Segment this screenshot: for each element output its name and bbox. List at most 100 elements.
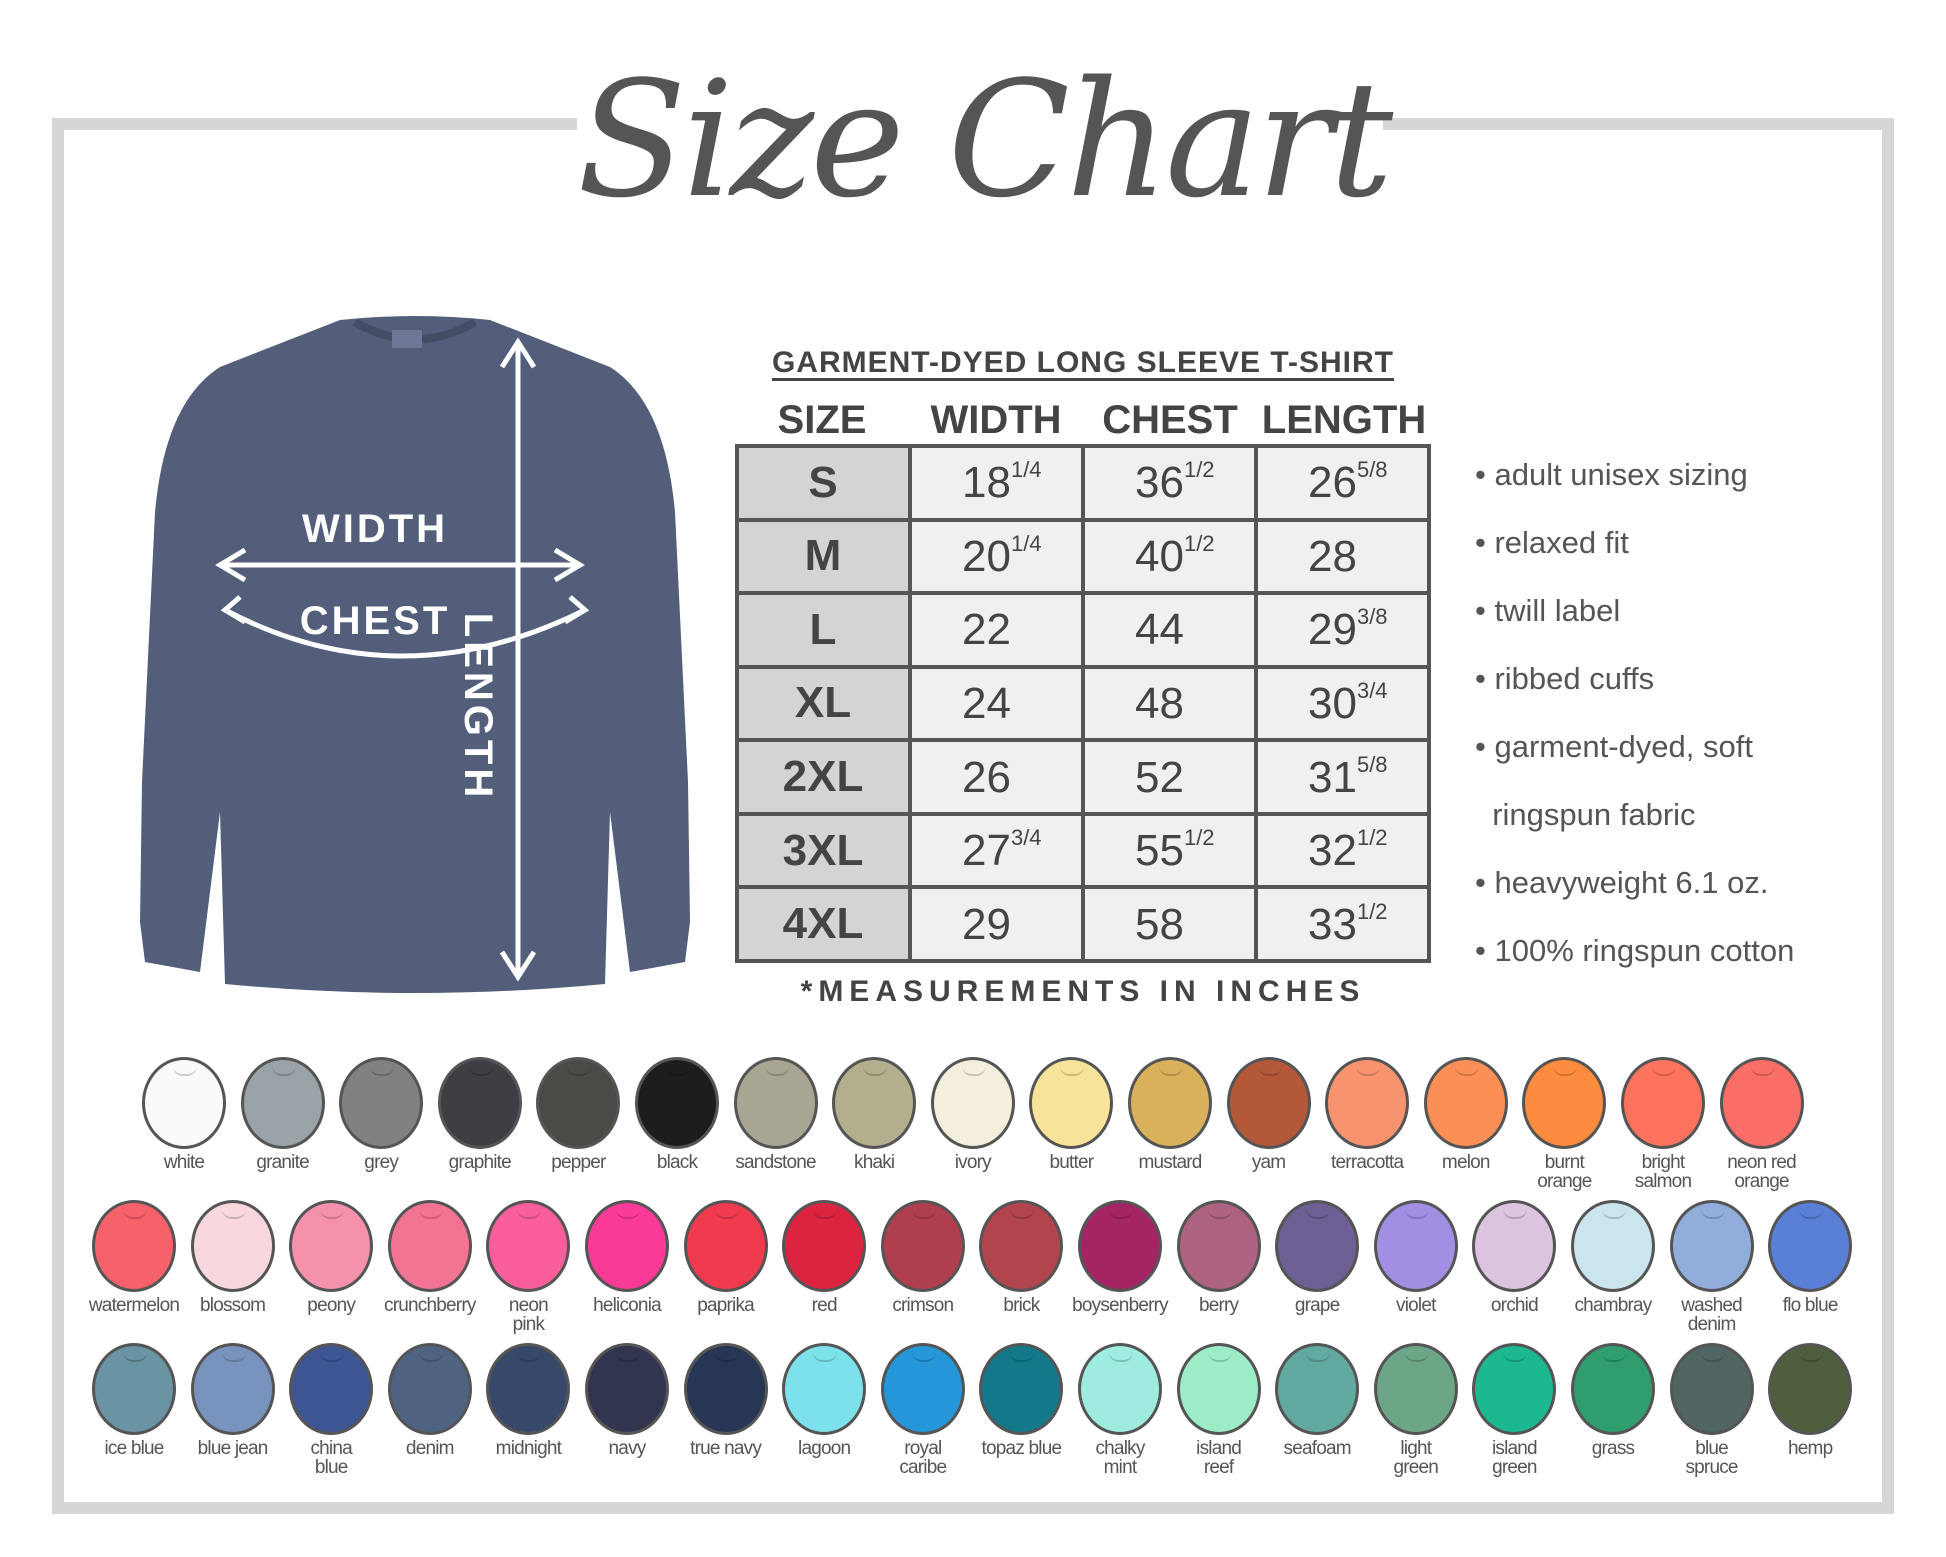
color-name: paprika: [697, 1295, 755, 1316]
color-swatch: paprika: [678, 1200, 774, 1315]
color-swatch: burnt orange: [1516, 1057, 1612, 1191]
color-swatch: heliconia: [579, 1200, 675, 1315]
shirt-swatch-icon: [486, 1200, 571, 1292]
footnote: *MEASUREMENTS IN INCHES: [800, 975, 1366, 1008]
whole-value: 26: [962, 752, 1011, 802]
shirt-swatch-icon: [1373, 1343, 1458, 1435]
whole-value: 26: [1308, 458, 1357, 508]
table-row: M 201/4 401/2 28: [735, 517, 1431, 596]
color-name: mustard: [1138, 1152, 1202, 1173]
color-name: ice blue: [104, 1438, 164, 1459]
shirt-swatch-icon: [1768, 1343, 1853, 1435]
color-swatch: hemp: [1762, 1343, 1858, 1458]
color-name: melon: [1441, 1152, 1491, 1173]
color-name: island reef: [1196, 1438, 1242, 1478]
shirt-swatch-icon: [1275, 1200, 1360, 1292]
label-tag: [392, 330, 422, 348]
shirt-swatch-icon: [979, 1343, 1064, 1435]
shirt-swatch-icon: [1275, 1343, 1360, 1435]
whole-value: 52: [1135, 752, 1184, 802]
color-name: khaki: [854, 1152, 895, 1173]
color-swatch: grape: [1269, 1200, 1365, 1315]
shirt-swatch-icon: [1423, 1057, 1508, 1149]
color-swatch: blossom: [185, 1200, 281, 1315]
color-swatch: denim: [382, 1343, 478, 1458]
length-cell: 321/2: [1254, 811, 1431, 890]
shirt-swatch-icon: [486, 1343, 571, 1435]
table-row: 2XL 26 52 315/8: [735, 738, 1431, 816]
color-name: white: [163, 1152, 205, 1173]
color-name: blossom: [200, 1295, 266, 1316]
color-swatch: china blue: [283, 1343, 379, 1477]
color-name: flo blue: [1782, 1295, 1839, 1316]
color-swatch: navy: [579, 1343, 675, 1458]
whole-value: 20: [962, 531, 1011, 581]
feature-item: • 100% ringspun cotton: [1475, 933, 1795, 968]
shirt-swatch-icon: [1669, 1200, 1754, 1292]
whole-value: 22: [962, 605, 1011, 655]
color-name: black: [656, 1152, 698, 1173]
chest-cell: 44: [1081, 591, 1258, 669]
chest-cell: 361/2: [1081, 444, 1258, 522]
length-cell: 28: [1254, 517, 1431, 596]
color-swatch: royal caribe: [875, 1343, 971, 1477]
color-name: navy: [608, 1438, 647, 1459]
measure-arrows: [215, 337, 590, 982]
color-name: yam: [1251, 1152, 1286, 1173]
page-title: Size Chart: [577, 46, 1393, 233]
width-cell: 29: [908, 885, 1085, 963]
fraction-value: 1/4: [1010, 457, 1042, 483]
color-swatch: granite: [235, 1057, 331, 1172]
color-name: berry: [1198, 1295, 1239, 1316]
color-name: washed denim: [1681, 1295, 1743, 1335]
chest-cell: 401/2: [1081, 517, 1258, 596]
color-swatch: grey: [333, 1057, 429, 1172]
color-swatch: chambray: [1565, 1200, 1661, 1315]
feature-list: • adult unisex sizing • relaxed fit • tw…: [1475, 452, 1794, 996]
shirt-swatch-icon: [339, 1057, 424, 1149]
shirt-swatch-icon: [1029, 1057, 1114, 1149]
color-name: chambray: [1574, 1295, 1652, 1316]
whole-value: 32: [1308, 826, 1357, 876]
length-label: LENGTH: [456, 613, 500, 801]
shirt-swatch-icon: [585, 1343, 669, 1435]
color-name: burnt orange: [1537, 1152, 1592, 1192]
color-swatch: boysenberry: [1072, 1200, 1169, 1315]
feature-item: • ribbed cuffs: [1475, 661, 1655, 696]
title-gap: [577, 100, 1383, 150]
shirt-swatch-icon: [880, 1200, 965, 1292]
color-swatch: ice blue: [86, 1343, 182, 1458]
shirt-swatch-icon: [880, 1343, 965, 1435]
shirt-swatch-icon: [930, 1057, 1015, 1149]
shirt-swatch-icon: [1768, 1200, 1853, 1292]
shirt-swatch-icon: [92, 1343, 176, 1435]
color-name: peony: [307, 1295, 356, 1316]
shirt-swatch-icon: [92, 1200, 176, 1292]
whole-value: 48: [1135, 678, 1184, 728]
shirt-swatch-icon: [1571, 1200, 1655, 1292]
color-swatch: yam: [1221, 1057, 1317, 1172]
fraction-value: 1/2: [1183, 825, 1215, 851]
shirt-swatch-icon: [683, 1343, 768, 1435]
color-swatch: brick: [973, 1200, 1069, 1315]
shirt-swatch-icon: [1325, 1057, 1410, 1149]
size-cell: 4XL: [735, 885, 912, 963]
color-name: grey: [364, 1152, 399, 1173]
color-swatch: island green: [1466, 1343, 1562, 1477]
whole-value: 31: [1308, 752, 1357, 802]
table-title: GARMENT-DYED LONG SLEEVE T-SHIRT: [771, 346, 1395, 379]
color-name: grape: [1294, 1295, 1340, 1316]
whole-value: 18: [962, 458, 1011, 508]
whole-value: 33: [1308, 899, 1357, 949]
shirt-swatch-icon: [190, 1343, 275, 1435]
color-name: midnight: [495, 1438, 562, 1459]
shirt-swatch-icon: [832, 1057, 917, 1149]
fraction-value: 1/2: [1183, 457, 1215, 483]
size-cell: 2XL: [735, 738, 912, 816]
color-swatch: ivory: [925, 1057, 1021, 1172]
color-swatch: violet: [1368, 1200, 1464, 1315]
header-size: SIZE: [777, 398, 867, 442]
color-name: butter: [1049, 1152, 1094, 1173]
color-name: watermelon: [88, 1295, 180, 1316]
shirt-swatch-icon: [1472, 1200, 1557, 1292]
